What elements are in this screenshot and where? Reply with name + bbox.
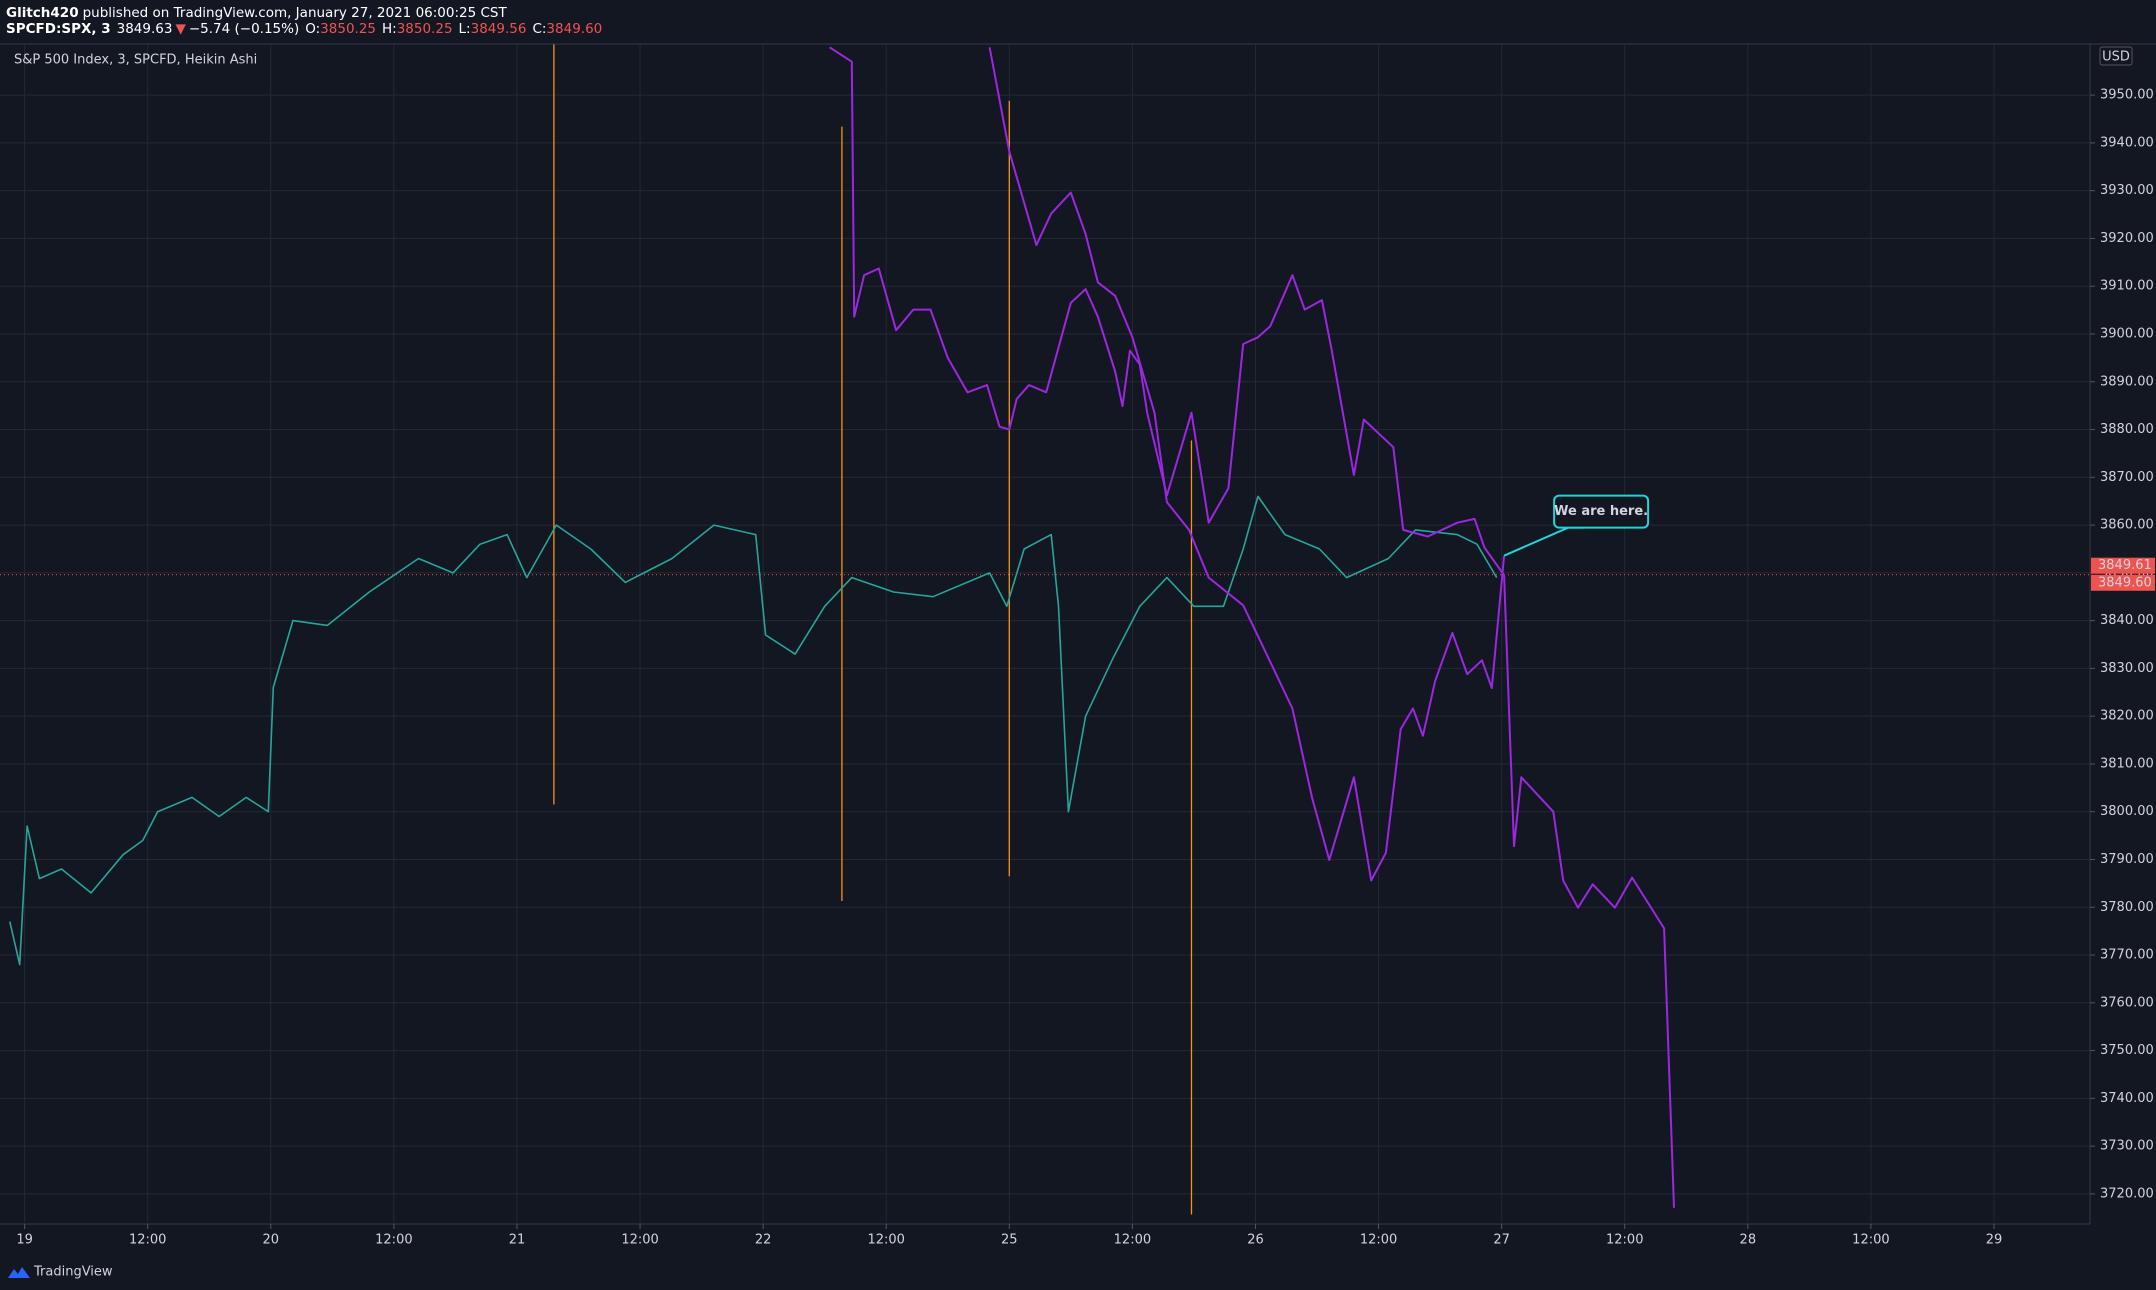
price-label-box bbox=[2091, 574, 2155, 591]
callout-box bbox=[1553, 494, 1650, 529]
y-tick-label: 3800.00 bbox=[2100, 804, 2154, 819]
grid: 3720.00 3730.00 3740.00 3750.00 3760.00 3770.… bbox=[0, 44, 2154, 1248]
y-tick-label: 3840.00 bbox=[2100, 613, 2154, 628]
plot bbox=[0, 44, 2090, 1215]
y-tick-label: 3810.00 bbox=[2100, 756, 2154, 771]
x-tick-label: 12:00 bbox=[1114, 1233, 1151, 1248]
brand: TradingView bbox=[33, 1265, 113, 1280]
y-tick-label: 3860.00 bbox=[2100, 518, 2154, 533]
x-tick-label: 12:00 bbox=[375, 1233, 412, 1248]
change: −5.74 (−0.15%) bbox=[189, 21, 299, 37]
close: 3849.60 bbox=[546, 21, 602, 37]
high: 3850.25 bbox=[397, 21, 453, 37]
y-tick-label: 3720.00 bbox=[2100, 1186, 2154, 1201]
y-tick-label: 3890.00 bbox=[2100, 374, 2154, 389]
publisher: Glitch420 bbox=[6, 5, 79, 21]
last: 3849.63 bbox=[117, 21, 173, 37]
brand-logo bbox=[8, 1267, 30, 1278]
arrow: ▼ bbox=[175, 21, 186, 37]
x-tick-label: 29 bbox=[1986, 1233, 2003, 1248]
unit-box bbox=[2099, 46, 2133, 66]
x-tick-label: 12:00 bbox=[1360, 1233, 1397, 1248]
chart-title: S&P 500 Index, 3, SPCFD, Heikin Ashi bbox=[14, 53, 257, 68]
low: 3849.56 bbox=[471, 21, 527, 37]
open: 3850.25 bbox=[320, 21, 376, 37]
callout-text: We are here. bbox=[1554, 504, 1648, 519]
y-tick-label: 3730.00 bbox=[2100, 1139, 2154, 1154]
x-tick-label: 12:00 bbox=[129, 1233, 166, 1248]
x-tick-label: 26 bbox=[1247, 1233, 1264, 1248]
high-label: H: bbox=[382, 21, 397, 37]
y-tick-label: 3830.00 bbox=[2100, 661, 2154, 676]
y-tick-label: 3900.00 bbox=[2100, 326, 2154, 341]
x-tick-label: 27 bbox=[1493, 1233, 1510, 1248]
price-label-box bbox=[2091, 557, 2155, 574]
symbol: SPCFD:SPX, 3 bbox=[6, 21, 111, 37]
y-tick-label: 3950.00 bbox=[2100, 88, 2154, 103]
y-tick-label: 3820.00 bbox=[2100, 709, 2154, 724]
low-label: L: bbox=[459, 21, 471, 37]
y-tick-label: 3920.00 bbox=[2100, 231, 2154, 246]
x-tick-label: 12:00 bbox=[1852, 1233, 1889, 1248]
quote-line: SPCFD:SPX, 3 3849.63 ▼ −5.74 (−0.15%) O:3850… bbox=[6, 21, 602, 37]
y-tick-label: 3880.00 bbox=[2100, 422, 2154, 437]
price-label: 3849.61 bbox=[2098, 558, 2152, 573]
x-tick-label: 12:00 bbox=[621, 1233, 658, 1248]
price-label: 3849.60 bbox=[2098, 575, 2152, 590]
x-tick-label: 21 bbox=[509, 1233, 526, 1248]
y-tick-label: 3940.00 bbox=[2100, 135, 2154, 150]
x-tick-label: 28 bbox=[1740, 1233, 1757, 1248]
y-tick-label: 3910.00 bbox=[2100, 279, 2154, 294]
x-tick-label: 12:00 bbox=[867, 1233, 904, 1248]
header-line: Glitch420 published on TradingView.com, J… bbox=[6, 5, 507, 21]
close-label: C: bbox=[532, 21, 546, 37]
y-tick-label: 3760.00 bbox=[2100, 995, 2154, 1010]
series-line bbox=[988, 47, 1506, 882]
y-tick-label: 3870.00 bbox=[2100, 470, 2154, 485]
open-label: O: bbox=[305, 21, 320, 37]
y-tick-label: 3770.00 bbox=[2100, 948, 2154, 963]
published: published on TradingView.com, January 27… bbox=[83, 5, 508, 21]
x-tick-label: 12:00 bbox=[1606, 1233, 1643, 1248]
y-tick-label: 3740.00 bbox=[2100, 1091, 2154, 1106]
x-tick-label: 22 bbox=[755, 1233, 772, 1248]
y-tick-label: 3750.00 bbox=[2100, 1043, 2154, 1058]
x-tick-label: 20 bbox=[263, 1233, 280, 1248]
y-tick-label: 3930.00 bbox=[2100, 183, 2154, 198]
overlay: 3849.61 3849.60 We are here. bbox=[1503, 494, 2155, 591]
series-line bbox=[829, 46, 1675, 1208]
y-tick-label: 3780.00 bbox=[2100, 900, 2154, 915]
y-tick-label: 3790.00 bbox=[2100, 852, 2154, 867]
x-tick-label: 19 bbox=[16, 1233, 33, 1248]
y-unit: USD bbox=[2102, 50, 2130, 65]
x-tick-label: 25 bbox=[1001, 1233, 1018, 1248]
series-line bbox=[9, 495, 1498, 966]
